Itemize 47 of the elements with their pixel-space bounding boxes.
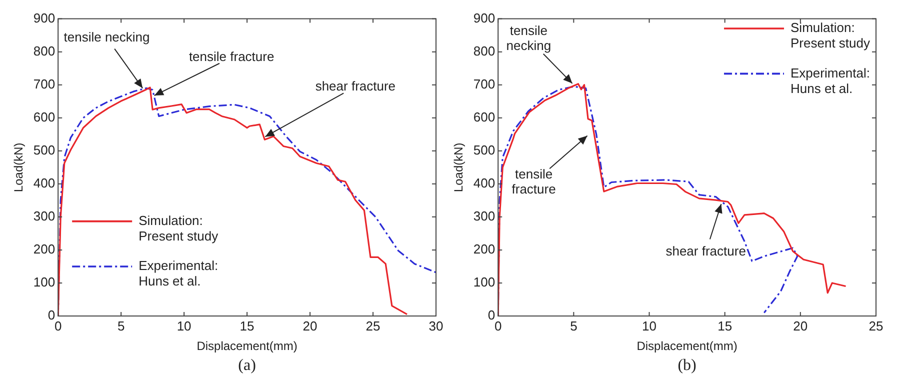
y-tick-label: 400 bbox=[473, 175, 496, 190]
x-tick-label: 5 bbox=[570, 318, 578, 334]
x-tick-label: 10 bbox=[176, 318, 192, 334]
x-tick-label: 20 bbox=[302, 318, 318, 334]
x-tick-label: 15 bbox=[718, 318, 732, 334]
y-tick-label: 600 bbox=[33, 109, 56, 124]
annotation: tensile fracture bbox=[512, 166, 556, 196]
legend-label: Simulation: Present study bbox=[138, 212, 219, 244]
y-tick-label: 900 bbox=[473, 10, 496, 26]
y-tick-label: 300 bbox=[473, 208, 496, 224]
x-tick-label: 10 bbox=[642, 318, 656, 334]
x-tick-label: 25 bbox=[868, 318, 884, 334]
x-axis-title: Displacement(mm) bbox=[196, 339, 298, 354]
y-tick-label: 100 bbox=[33, 274, 56, 290]
y-tick-label: 500 bbox=[33, 142, 56, 158]
x-axis-title: Displacement(mm) bbox=[636, 339, 738, 354]
legend-label: Experimental: Huns et al. bbox=[138, 258, 218, 289]
annotation: tensile fracture bbox=[188, 48, 274, 64]
y-tick-label: 0 bbox=[48, 308, 56, 323]
annotation: shear fracture bbox=[666, 244, 746, 259]
y-tick-label: 800 bbox=[33, 43, 56, 58]
y-tick-label: 200 bbox=[473, 242, 496, 257]
y-tick-label: 800 bbox=[473, 43, 496, 58]
legend-label: Experimental: Huns et al. bbox=[790, 65, 870, 96]
annotation: tensile necking bbox=[506, 22, 552, 53]
x-tick-label: 30 bbox=[428, 318, 444, 334]
y-tick-label: 700 bbox=[473, 76, 496, 92]
y-tick-label: 400 bbox=[33, 175, 56, 190]
x-tick-label: 20 bbox=[793, 318, 808, 334]
y-tick-label: 500 bbox=[473, 142, 496, 158]
y-tick-label: 0 bbox=[488, 308, 496, 323]
y-tick-label: 600 bbox=[473, 109, 496, 124]
x-tick-label: 5 bbox=[117, 318, 125, 334]
x-tick-label: 15 bbox=[240, 318, 254, 334]
text: (a) bbox=[238, 357, 256, 374]
x-tick-label: 25 bbox=[366, 318, 380, 334]
y-tick-label: 300 bbox=[33, 208, 56, 224]
text: (b) bbox=[678, 357, 696, 374]
y-tick-label: 700 bbox=[33, 76, 56, 92]
y-tick-label: 200 bbox=[33, 242, 56, 257]
legend-label: Simulation: Present study bbox=[790, 20, 870, 51]
y-tick-label: 100 bbox=[473, 274, 496, 290]
y-tick-label: 900 bbox=[33, 10, 56, 26]
annotation: tensile necking bbox=[64, 29, 150, 44]
y-axis-title: Load(kN) bbox=[452, 142, 466, 192]
annotation: shear fracture bbox=[315, 78, 396, 94]
y-axis-title: Load(kN) bbox=[12, 142, 26, 192]
